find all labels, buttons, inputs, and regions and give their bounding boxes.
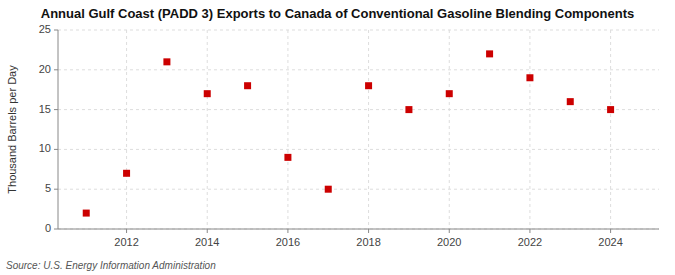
y-grid-line [58,30,659,31]
point [284,154,291,161]
x-axis-line [58,229,659,230]
point [526,74,533,81]
y-tick-label: 10 [39,142,51,154]
y-grid-line [58,229,659,230]
y-tick [54,30,58,31]
point [446,90,453,97]
x-grid-line [449,30,450,229]
points [83,50,614,216]
x-tick-label: 2022 [518,236,542,248]
chart-container: 0 5 10 15 20 25 2012 2014 2016 2018 2020 2022 2024 Th… [0,0,675,275]
x-tick-label: 2024 [598,236,622,248]
point [83,210,90,217]
point [365,82,372,89]
title: Annual Gulf Coast (PADD 3) Exports to Ca… [41,6,634,21]
y-tick [54,109,58,110]
x-grid-line [368,30,369,229]
point [244,82,251,89]
x-tick [368,229,369,233]
y-tick [54,189,58,190]
x-tick [449,229,450,233]
y-tick-label: 15 [39,103,51,115]
point [486,50,493,57]
x-tick [610,229,611,233]
point [567,98,574,105]
x-tick [529,229,530,233]
x-grid-line [207,30,208,229]
y-tick-label: 0 [45,222,51,234]
x-tick [287,229,288,233]
point [163,58,170,65]
axes: 0 5 10 15 20 25 2012 2014 2016 2018 2020 2022 2024 [39,23,659,248]
x-grid-line [529,30,530,229]
y-tick [54,149,58,150]
y-tick-label: 5 [45,182,51,194]
x-tick-label: 2020 [437,236,461,248]
y-grid-line [58,109,659,110]
y-tick [54,229,58,230]
y-tick-label: 20 [39,63,51,75]
y-tick [54,69,58,70]
x-grid-line [287,30,288,229]
grid [58,30,659,229]
x-tick-label: 2012 [114,236,138,248]
x-tick [126,229,127,233]
point [123,170,130,177]
x-tick [207,229,208,233]
point [325,186,332,193]
y-tick-label: 25 [39,23,51,35]
point [607,106,614,113]
x-tick-label: 2018 [356,236,380,248]
x-grid-line [126,30,127,229]
source-note: Source: U.S. Energy Information Administ… [6,260,216,271]
page: {"chart_data": {"type": "scatter", "titl… [0,0,675,275]
y-grid-line [58,69,659,70]
y-grid-line [58,189,659,190]
y-axis-line [58,30,59,229]
x-grid-line [610,30,611,229]
y-axis-label: Thousand Barrels per Day [6,65,18,194]
point [204,90,211,97]
chart-svg: 0 5 10 15 20 25 2012 2014 2016 2018 2020 2022 2024 Th… [0,0,675,275]
x-tick-label: 2014 [195,236,219,248]
point [405,106,412,113]
y-grid-line [58,149,659,150]
x-tick-label: 2016 [276,236,300,248]
